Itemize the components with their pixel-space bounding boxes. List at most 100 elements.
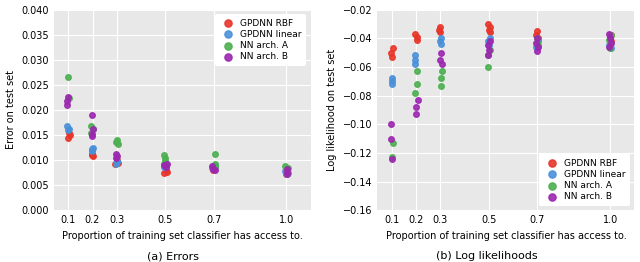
NN arch. B	[209, 168, 220, 172]
GPDNN linear	[604, 40, 614, 45]
GPDNN RBF	[412, 37, 422, 42]
NN arch. B	[112, 154, 122, 158]
GPDNN linear	[533, 39, 543, 43]
GPDNN linear	[532, 42, 542, 46]
NN arch. B	[604, 32, 614, 36]
GPDNN linear	[88, 145, 99, 150]
GPDNN linear	[62, 124, 72, 129]
GPDNN linear	[387, 79, 397, 83]
X-axis label: Proportion of training set classifier has access to.: Proportion of training set classifier ha…	[62, 231, 303, 241]
NN arch. B	[161, 162, 172, 166]
Y-axis label: Error on test set: Error on test set	[6, 70, 15, 149]
GPDNN RBF	[65, 133, 75, 137]
GPDNN RBF	[88, 154, 98, 158]
GPDNN RBF	[208, 167, 218, 171]
NN arch. A	[64, 96, 74, 101]
NN arch. B	[411, 112, 421, 116]
GPDNN linear	[435, 39, 445, 43]
GPDNN RBF	[282, 171, 292, 175]
GPDNN RBF	[281, 172, 291, 176]
NN arch. B	[531, 40, 541, 45]
NN arch. B	[111, 151, 121, 156]
NN arch. A	[88, 127, 98, 131]
NN arch. B	[63, 95, 73, 100]
GPDNN RBF	[434, 28, 444, 32]
NN arch. B	[606, 40, 616, 45]
GPDNN linear	[282, 172, 292, 176]
NN arch. A	[606, 33, 616, 37]
NN arch. A	[436, 69, 447, 73]
GPDNN RBF	[532, 29, 543, 33]
GPDNN RBF	[435, 25, 445, 29]
GPDNN RBF	[112, 160, 122, 164]
GPDNN RBF	[110, 162, 120, 166]
NN arch. A	[280, 164, 291, 168]
GPDNN linear	[531, 45, 541, 49]
GPDNN linear	[207, 166, 218, 170]
NN arch. B	[386, 122, 396, 126]
NN arch. B	[435, 58, 445, 62]
NN arch. A	[111, 139, 121, 144]
Legend: GPDNN RBF, GPDNN linear, NN arch. A, NN arch. B: GPDNN RBF, GPDNN linear, NN arch. A, NN …	[215, 14, 306, 66]
NN arch. A	[605, 46, 615, 50]
Text: (b) Log likelihoods: (b) Log likelihoods	[436, 251, 537, 261]
NN arch. B	[386, 137, 396, 141]
GPDNN linear	[159, 165, 169, 169]
GPDNN linear	[87, 148, 97, 152]
GPDNN linear	[387, 82, 397, 86]
GPDNN linear	[87, 149, 97, 153]
GPDNN RBF	[208, 168, 218, 172]
GPDNN RBF	[86, 153, 97, 157]
NN arch. B	[484, 48, 494, 52]
GPDNN RBF	[606, 39, 616, 43]
NN arch. A	[483, 65, 493, 69]
NN arch. B	[62, 103, 72, 107]
GPDNN RBF	[410, 32, 420, 36]
NN arch. A	[388, 141, 398, 145]
GPDNN linear	[111, 162, 121, 166]
Y-axis label: Log likelihood on test set: Log likelihood on test set	[328, 49, 337, 171]
GPDNN RBF	[483, 22, 493, 26]
NN arch. B	[207, 164, 218, 168]
NN arch. A	[436, 84, 447, 88]
NN arch. B	[387, 157, 397, 161]
NN arch. A	[210, 165, 220, 169]
NN arch. B	[532, 49, 543, 53]
NN arch. A	[485, 48, 495, 52]
GPDNN linear	[281, 171, 291, 175]
NN arch. B	[111, 156, 121, 160]
GPDNN RBF	[605, 36, 616, 40]
GPDNN linear	[210, 163, 220, 167]
NN arch. A	[86, 130, 97, 135]
NN arch. B	[87, 113, 97, 117]
NN arch. B	[282, 167, 292, 171]
GPDNN RBF	[161, 170, 172, 174]
GPDNN RBF	[412, 35, 422, 39]
NN arch. A	[282, 171, 292, 175]
NN arch. A	[283, 166, 293, 170]
NN arch. B	[282, 172, 292, 176]
GPDNN linear	[63, 128, 73, 132]
GPDNN RBF	[484, 28, 495, 32]
NN arch. A	[113, 141, 123, 146]
GPDNN linear	[410, 53, 420, 58]
NN arch. A	[159, 162, 170, 166]
NN arch. B	[483, 43, 493, 47]
NN arch. A	[86, 124, 96, 128]
GPDNN linear	[387, 76, 397, 80]
NN arch. A	[412, 69, 422, 73]
GPDNN RBF	[112, 158, 122, 162]
GPDNN RBF	[387, 55, 397, 59]
X-axis label: Proportion of training set classifier has access to.: Proportion of training set classifier ha…	[385, 231, 627, 241]
GPDNN RBF	[533, 36, 543, 40]
GPDNN RBF	[386, 51, 396, 55]
GPDNN linear	[87, 146, 97, 151]
NN arch. A	[210, 152, 220, 156]
NN arch. A	[483, 53, 493, 58]
GPDNN RBF	[113, 161, 123, 165]
GPDNN RBF	[606, 33, 616, 37]
NN arch. B	[604, 45, 614, 49]
GPDNN linear	[159, 162, 170, 166]
NN arch. A	[604, 37, 614, 42]
NN arch. B	[412, 98, 422, 102]
